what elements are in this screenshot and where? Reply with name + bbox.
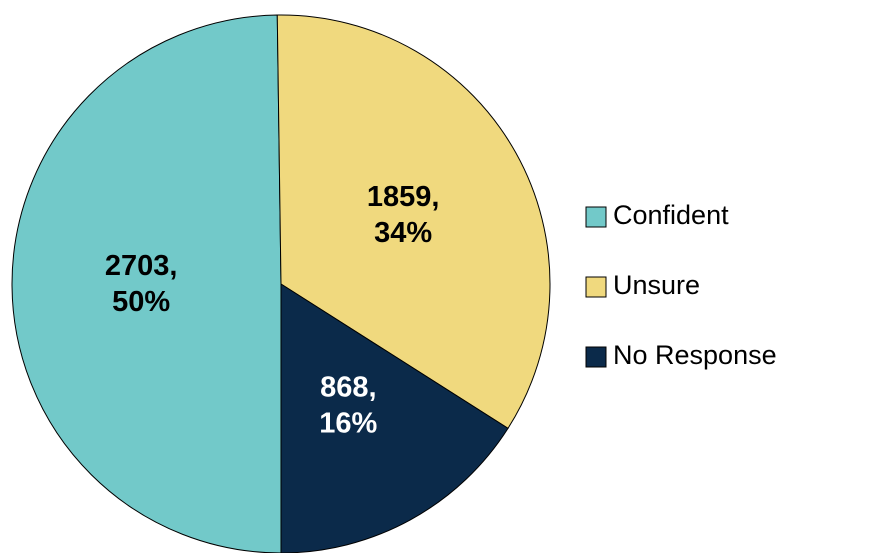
legend-label: Confident bbox=[613, 200, 729, 230]
data-label-line: 34% bbox=[374, 216, 432, 248]
data-label: 868, 16% bbox=[319, 371, 377, 439]
data-label-line: 50% bbox=[112, 286, 170, 318]
pie bbox=[11, 14, 551, 553]
legend-label: No Response bbox=[613, 340, 777, 370]
legend-label: Unsure bbox=[613, 270, 700, 300]
slice bbox=[11, 14, 282, 553]
data-label: 2703, 50% bbox=[105, 250, 178, 318]
data-label-line: 868, bbox=[320, 371, 376, 403]
slice bbox=[276, 14, 551, 430]
legend-swatch bbox=[585, 276, 607, 298]
data-label: 1859, 34% bbox=[367, 180, 440, 248]
data-label-line: 1859, bbox=[367, 180, 440, 212]
legend: Confident Unsure No Response bbox=[585, 200, 777, 370]
data-label-line: 16% bbox=[319, 407, 377, 439]
data-label-line: 2703, bbox=[105, 250, 178, 282]
legend-swatch bbox=[585, 346, 607, 368]
legend-swatch bbox=[585, 206, 607, 228]
data-labels: 2703, 50% 1859, 34% 868, 16% bbox=[105, 180, 440, 439]
slice bbox=[280, 283, 509, 553]
